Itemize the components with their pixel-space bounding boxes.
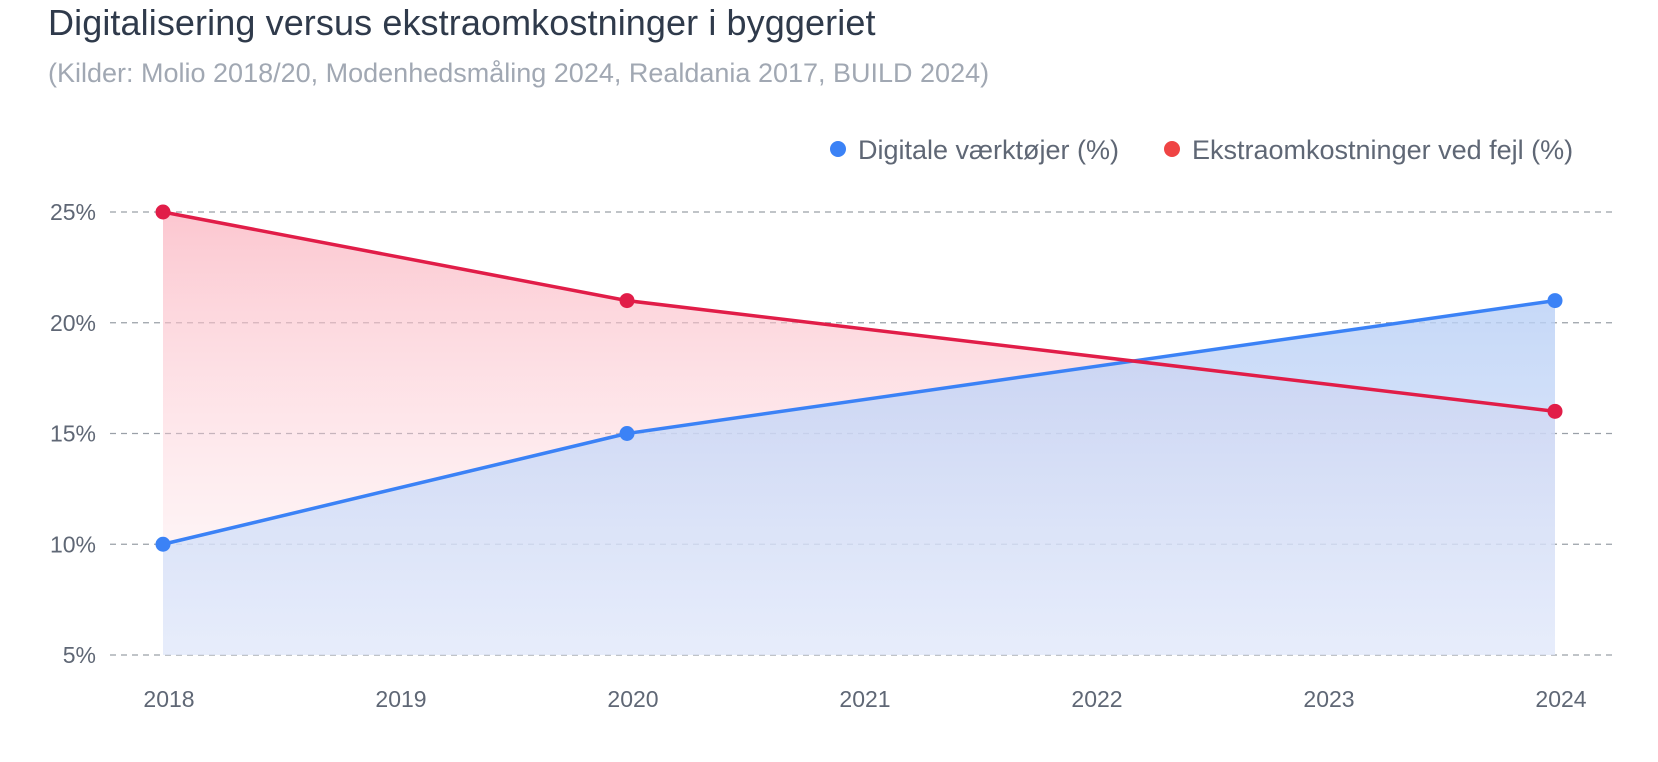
legend-label-0[interactable]: Digitale værktøjer (%) (858, 135, 1119, 165)
y-tick-label: 10% (50, 531, 96, 557)
y-tick-label: 5% (63, 642, 96, 668)
x-tick-label: 2019 (375, 686, 426, 712)
data-point-0-2018[interactable] (155, 536, 171, 552)
chart-title: Digitalisering versus ekstraomkostninger… (48, 2, 876, 43)
x-tick-label: 2024 (1535, 686, 1586, 712)
x-tick-label: 2020 (607, 686, 658, 712)
data-point-1-2018[interactable] (155, 204, 171, 220)
data-point-0-2024[interactable] (1547, 293, 1563, 309)
x-tick-label: 2018 (143, 686, 194, 712)
y-tick-label: 15% (50, 421, 96, 447)
legend-marker-0 (830, 141, 846, 157)
x-tick-label: 2022 (1071, 686, 1122, 712)
x-tick-label: 2023 (1303, 686, 1354, 712)
y-tick-label: 20% (50, 310, 96, 336)
legend-label-1[interactable]: Ekstraomkostninger ved fejl (%) (1192, 135, 1573, 165)
data-point-1-2020[interactable] (619, 293, 635, 309)
chart-subtitle: (Kilder: Molio 2018/20, Modenhedsmåling … (48, 58, 990, 88)
legend-marker-1 (1164, 141, 1180, 157)
data-point-0-2020[interactable] (619, 426, 635, 441)
data-point-1-2024[interactable] (1547, 403, 1563, 419)
series-area-0 (163, 300, 1555, 655)
y-tick-label: 25% (50, 199, 96, 225)
x-tick-label: 2021 (839, 686, 890, 712)
